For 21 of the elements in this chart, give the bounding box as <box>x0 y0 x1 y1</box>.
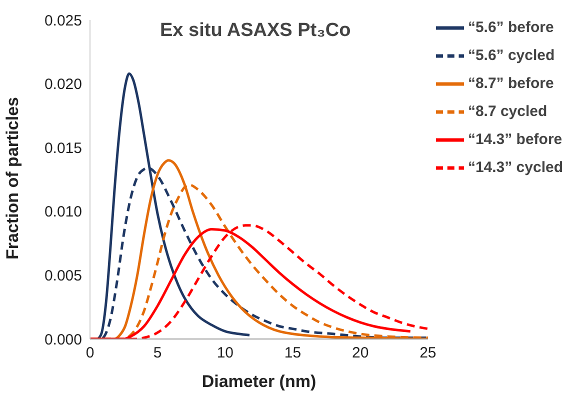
x-tick-label: 5 <box>153 344 162 362</box>
y-tick-label: 0.025 <box>44 12 82 30</box>
legend-label: “14.3” before <box>468 130 562 148</box>
x-tick-label: 10 <box>216 344 234 362</box>
legend-label: “14.3” cycled <box>468 158 563 176</box>
y-tick-label: 0.015 <box>44 140 82 157</box>
y-tick-label: 0.000 <box>44 331 82 348</box>
legend-label: “8.7” before <box>468 74 554 92</box>
y-axis-title: Fraction of particles <box>3 97 22 260</box>
chart-title: Ex situ ASAXS Pt₃Co <box>160 20 351 42</box>
y-tick-label: 0.005 <box>44 268 82 285</box>
x-tick-label: 20 <box>352 344 369 362</box>
x-tick-label: 0 <box>86 344 94 362</box>
y-tick-label: 0.010 <box>44 204 82 221</box>
x-axis-title: Diameter (nm) <box>202 372 316 391</box>
legend-label: “8.7 cycled <box>468 102 548 120</box>
y-tick-label: 0.020 <box>44 76 82 94</box>
legend-label: “5.6” cycled <box>468 46 555 64</box>
x-tick-label: 25 <box>420 344 436 362</box>
x-tick-label: 15 <box>284 344 302 362</box>
legend-label: “5.6” before <box>468 18 554 36</box>
